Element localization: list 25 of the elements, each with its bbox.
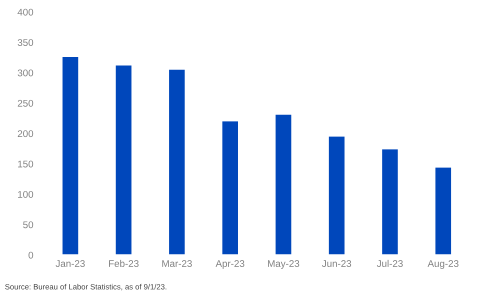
x-tick-label: Apr-23	[216, 260, 244, 269]
x-tick-label: Aug-23	[428, 260, 458, 269]
x-tick-label: Jun-23	[322, 260, 352, 267]
bar	[327, 135, 346, 255]
bar	[220, 120, 240, 255]
x-tick-label: Jul-23	[376, 260, 403, 267]
y-tick-label: 300	[18, 69, 34, 76]
y-tick-label: 400	[18, 8, 34, 16]
bar	[168, 68, 186, 255]
bar	[61, 56, 80, 255]
y-tick-label: 200	[18, 130, 34, 138]
bar	[380, 148, 400, 255]
y-tick-label: 250	[18, 100, 34, 107]
y-tick-label: 350	[18, 39, 34, 46]
x-tick-label: Mar-23	[162, 260, 192, 267]
y-tick-label: 150	[18, 160, 34, 168]
bar	[434, 166, 452, 255]
bar	[114, 64, 133, 255]
y-tick-label: 100	[18, 190, 34, 198]
x-tick-label: Jan-23	[56, 260, 85, 267]
bar	[274, 113, 293, 255]
x-tick-label: May-23	[268, 260, 300, 269]
y-tick-label: 50	[23, 221, 34, 228]
y-tick-label: 0	[28, 252, 34, 259]
x-tick-label: Feb-23	[109, 260, 139, 267]
